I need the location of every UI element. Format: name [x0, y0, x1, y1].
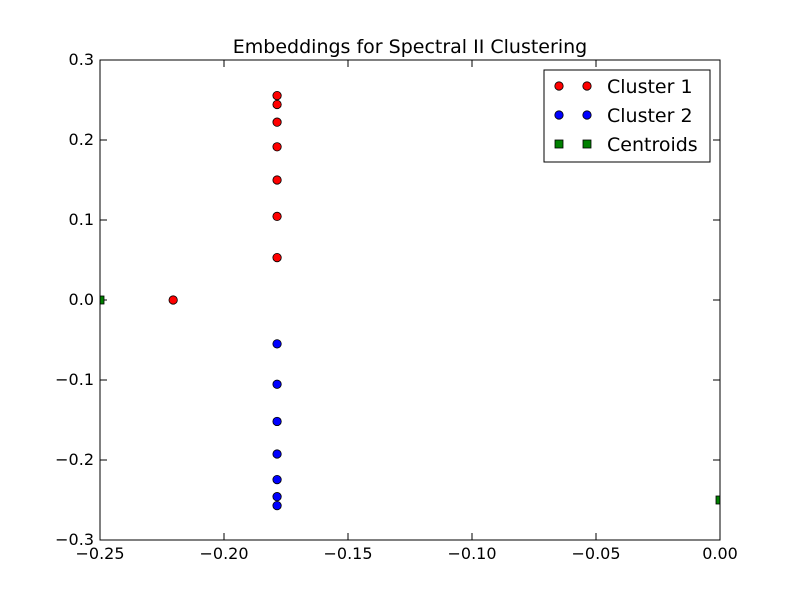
cluster-2-point: [272, 416, 282, 427]
plot-frame: [99, 59, 721, 541]
cluster-1-point: [272, 91, 282, 101]
y-tick-label: −0.3: [55, 530, 94, 549]
legend: Cluster 1 Cluster 2 Centroids: [543, 69, 711, 163]
legend-box: [543, 69, 711, 163]
centroids-point: [715, 495, 720, 505]
y-tick-label: −0.2: [55, 450, 94, 469]
cluster-1-point: [272, 211, 282, 221]
cluster-2-point: [272, 379, 282, 389]
legend-marker-cluster-1: [554, 81, 564, 91]
cluster-2-point: [272, 492, 282, 502]
x-tick-label: −0.10: [447, 544, 496, 563]
centroids-point: [100, 295, 105, 305]
cluster-2-point: [272, 449, 282, 459]
data-points: [100, 91, 720, 511]
legend-marker-centroids: [554, 139, 564, 149]
axis-ticks: −0.25 −0.20 −0.15 −0.10 −0.05 0.00 0.3 0.2 0.1 0.…: [55, 50, 738, 563]
x-tick-label: −0.25: [75, 544, 124, 563]
legend-marker-cluster-2: [554, 110, 564, 120]
cluster-2-point: [272, 500, 282, 511]
x-tick-label: −0.05: [571, 544, 620, 563]
chart-title: Embeddings for Spectral II Clustering: [233, 36, 587, 58]
x-tick-label: −0.20: [199, 544, 248, 563]
cluster-1-point: [272, 175, 282, 185]
legend-marker-centroids: [582, 139, 592, 149]
x-tick-label: −0.15: [323, 544, 372, 563]
cluster-1-point: [168, 295, 178, 305]
y-tick-label: 0.3: [69, 50, 94, 69]
legend-marker-cluster-1: [582, 81, 592, 91]
y-tick-label: 0.1: [69, 210, 94, 229]
y-tick-label: 0.2: [69, 130, 94, 149]
legend-marker-cluster-2: [582, 110, 592, 120]
cluster-1-point: [272, 142, 282, 152]
cluster-1-point: [272, 117, 282, 127]
cluster-2-point: [272, 339, 282, 349]
x-tick-label: 0.00: [702, 544, 738, 563]
legend-label-cluster-2: Cluster 2: [607, 105, 693, 127]
cluster-1-point: [272, 253, 282, 263]
legend-label-centroids: Centroids: [607, 134, 698, 156]
y-tick-label: 0.0: [69, 290, 94, 309]
cluster-1-point: [272, 99, 282, 110]
y-tick-label: −0.1: [55, 370, 94, 389]
legend-label-cluster-1: Cluster 1: [607, 76, 693, 98]
cluster-2-point: [272, 474, 282, 485]
